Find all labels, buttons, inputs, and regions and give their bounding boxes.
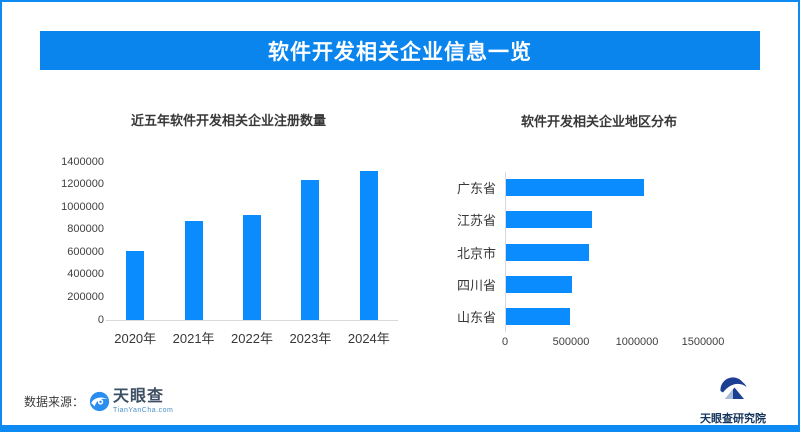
registrations-plot [106, 162, 398, 321]
category-label: 江苏省 [456, 213, 496, 229]
category-label: 山东省 [456, 310, 496, 326]
bar-column [223, 215, 281, 320]
registrations-chart-title: 近五年软件开发相关企业注册数量 [131, 113, 327, 128]
bar-广东省 [505, 178, 644, 196]
tianyancha-wordmark: 天眼查 TianYanCha.com [113, 387, 174, 414]
x-category-label: 2023年 [289, 331, 332, 346]
region-row: 四川省 [430, 268, 732, 300]
x-category-label: 2024年 [347, 331, 390, 346]
x-category-label: 2021年 [172, 331, 215, 346]
registrations-x-axis: 2020年 2021年 2022年 2023年 2024年 [106, 328, 398, 347]
x-category-label: 2020年 [114, 331, 157, 346]
registrations-y-axis: 0 200000 400000 600000 800000 1000000 1200000 1… [40, 156, 104, 325]
region-row: 山东省 [430, 301, 732, 333]
data-source-label: 数据来源： [24, 394, 85, 409]
x-tick-label: 1000000 [615, 336, 659, 348]
bar-山东省 [505, 308, 570, 326]
x-tick-label: 500000 [552, 336, 590, 348]
y-tick-label: 1400000 [61, 155, 104, 168]
y-tick-label: 200000 [67, 290, 104, 303]
bar-江苏省 [505, 211, 593, 229]
y-tick-label: 1000000 [61, 200, 104, 213]
tianyancha-name: 天眼查 [113, 387, 165, 405]
data-source: 数据来源： 天眼查 TianYanCha.com [24, 387, 173, 415]
x-tick-label: 1500000 [681, 336, 725, 348]
research-institute-name: 天眼查研究院 [700, 413, 766, 425]
bar-2023年 [301, 180, 320, 320]
tianyancha-logo: 天眼查 TianYanCha.com [89, 387, 174, 414]
page-title: 软件开发相关企业信息一览 [268, 40, 532, 64]
category-label: 四川省 [456, 277, 496, 293]
bar-2021年 [184, 220, 203, 320]
bar-column [106, 251, 164, 320]
y-tick-label: 1200000 [61, 178, 104, 191]
category-label: 北京市 [456, 245, 496, 261]
regions-category-axis-line [505, 172, 506, 332]
regions-rows: 广东省江苏省北京市四川省山东省 [430, 171, 732, 333]
research-institute-logo: 天眼查研究院 [694, 376, 772, 425]
region-row: 江苏省 [430, 203, 732, 235]
region-row: 北京市 [430, 236, 732, 268]
tianyancha-research-icon [717, 376, 749, 408]
x-tick-label: 0 [501, 336, 509, 348]
x-category-label: 2022年 [231, 331, 273, 346]
bar-四川省 [505, 275, 573, 293]
bar-2022年 [243, 215, 262, 320]
y-tick-label: 800000 [67, 223, 104, 236]
tianyancha-eye-icon [89, 391, 113, 412]
bar-column [281, 180, 339, 320]
header-banner: 软件开发相关企业信息一览 [40, 31, 760, 70]
y-tick-label: 600000 [67, 245, 104, 258]
region-row: 广东省 [430, 171, 732, 203]
regions-x-axis: 0 500000 1000000 1500000 [430, 336, 732, 350]
y-tick-label: 0 [97, 313, 104, 326]
bar-2020年 [126, 251, 145, 320]
bar-column [340, 171, 398, 320]
y-tick-label: 400000 [67, 268, 104, 281]
bar-2024年 [359, 171, 378, 320]
bar-北京市 [505, 243, 590, 261]
tianyancha-domain: TianYanCha.com [113, 406, 174, 414]
bar-column [164, 220, 222, 320]
regions-chart-title: 软件开发相关企业地区分布 [521, 114, 678, 129]
category-label: 广东省 [456, 180, 496, 196]
